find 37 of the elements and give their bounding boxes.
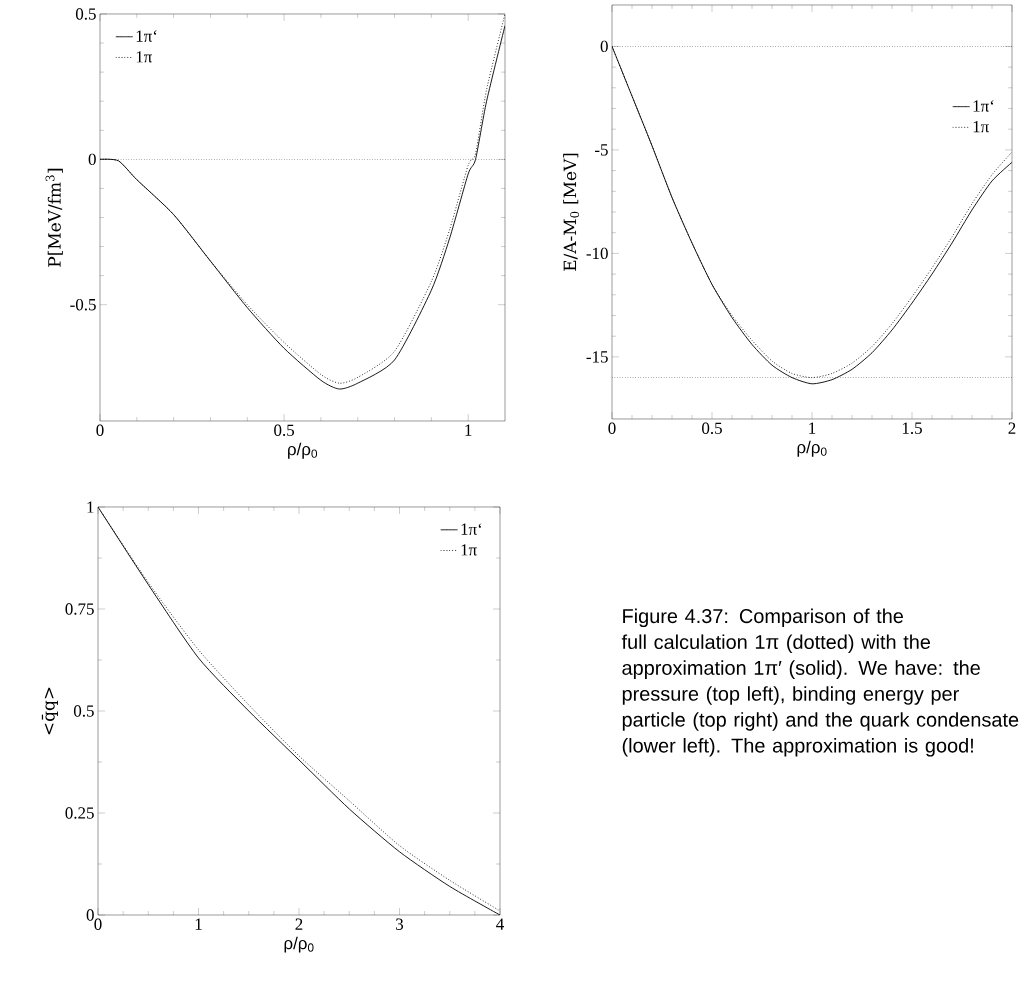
y-tick-label: -5	[595, 144, 608, 156]
x-axis-title: ρ/ρ$_{0}$	[288, 442, 318, 459]
x-tick-label: 1	[465, 424, 472, 436]
x-tick-label: 0.5	[702, 422, 722, 435]
legend-label: 1π	[136, 51, 152, 63]
legend-label: 1π‘	[461, 523, 482, 535]
y-tick-label: 0	[86, 909, 94, 921]
y-tick-label: 0.75	[65, 603, 94, 615]
x-tick-label: 0	[608, 422, 616, 434]
y-tick-label: 0	[88, 153, 96, 166]
y-tick-label: 0.5	[73, 705, 94, 717]
y-tick-label: -15	[586, 351, 608, 363]
x-tick-label: 3	[396, 918, 404, 930]
x-axis-title: ρ/ρ$_{0}$	[284, 936, 314, 953]
y-tick-label: 0.5	[75, 8, 96, 20]
y-axis-title: <q̄q>	[41, 687, 58, 735]
x-tick-label: 1	[195, 918, 202, 930]
legend-label: 1π‘	[973, 100, 994, 112]
x-tick-label: 0	[96, 424, 104, 436]
legend-label: 1π	[973, 121, 989, 133]
y-tick-label: 0	[600, 40, 608, 53]
x-tick-label: 1.5	[902, 422, 922, 434]
caption: Figure 4.37: Comparison of the full calculation 1π (dotted) with the approximation 1π′ (solid). We have: the pressure (top left), binding energy per particle (top right) and the quark condensate (lower left). The approximation is good!	[621, 608, 1019, 757]
x-tick-label: 4	[496, 918, 504, 930]
x-tick-label: 1	[809, 422, 816, 434]
y-axis-title: E/A-M$_{0}$ [MeV]	[563, 153, 580, 271]
x-tick-label: 2	[1008, 422, 1016, 434]
legend-label: 1π‘	[136, 30, 157, 42]
legend-label: 1π	[461, 544, 477, 556]
y-tick-label: 1	[87, 501, 94, 513]
x-tick-label: 2	[295, 918, 303, 930]
x-axis-title: ρ/ρ$_{0}$	[797, 440, 827, 457]
y-tick-label: -10	[586, 247, 608, 260]
x-tick-label: 0.5	[274, 424, 295, 437]
y-tick-label: 0.25	[65, 807, 94, 819]
y-tick-label: -0.5	[70, 298, 96, 311]
y-axis-title: P[MeV/fm$^{3}$]	[45, 168, 63, 267]
